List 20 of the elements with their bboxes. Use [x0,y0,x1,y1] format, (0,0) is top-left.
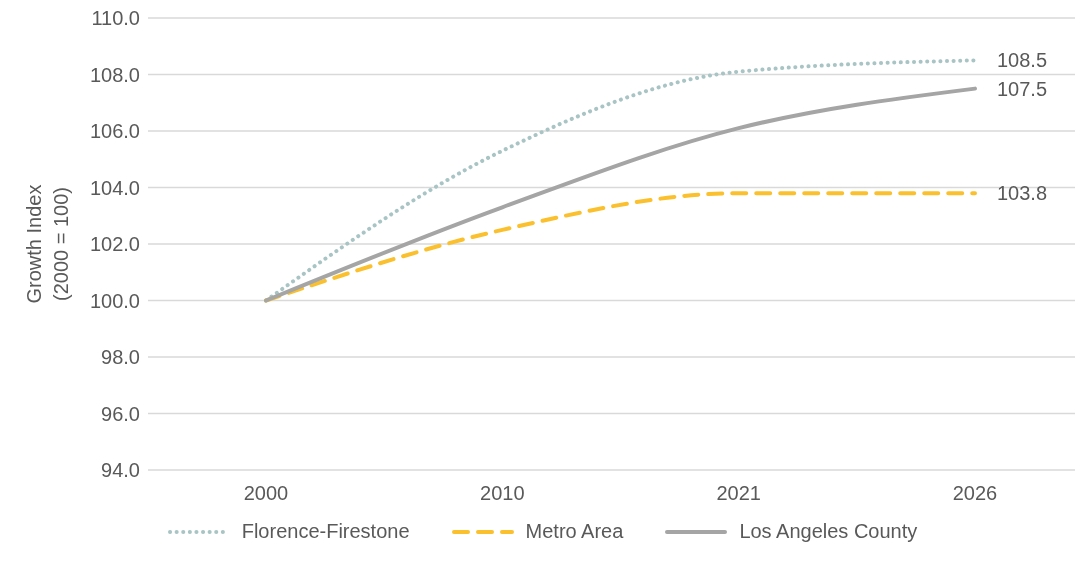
data-label: 103.8 [997,182,1048,205]
x-tick-label: 2000 [243,482,289,505]
legend-label: Los Angeles County [739,520,918,543]
data-label: 108.5 [997,49,1048,72]
data-label: 107.5 [997,77,1048,100]
x-tick-label: 2026 [952,482,998,505]
y-tick-label: 98.0 [101,346,140,369]
y-tick-label: 106.0 [89,120,140,143]
y-tick-label: 102.0 [89,233,140,256]
y-tick-label: 104.0 [89,176,140,199]
y-tick-label: 108.0 [89,63,140,86]
x-tick-label: 2010 [480,482,525,505]
y-tick-label: 94.0 [101,459,140,482]
y-tick-label: 96.0 [101,402,140,425]
legend-label: Florence-Firestone [241,520,410,543]
y-tick-label: 110.0 [91,7,140,30]
x-tick-label: 2021 [716,482,761,505]
y-axis-title: Growth Index (2000 = 100) [23,184,72,304]
legend-label: Metro Area [525,520,624,543]
y-tick-label: 100.0 [89,289,140,312]
